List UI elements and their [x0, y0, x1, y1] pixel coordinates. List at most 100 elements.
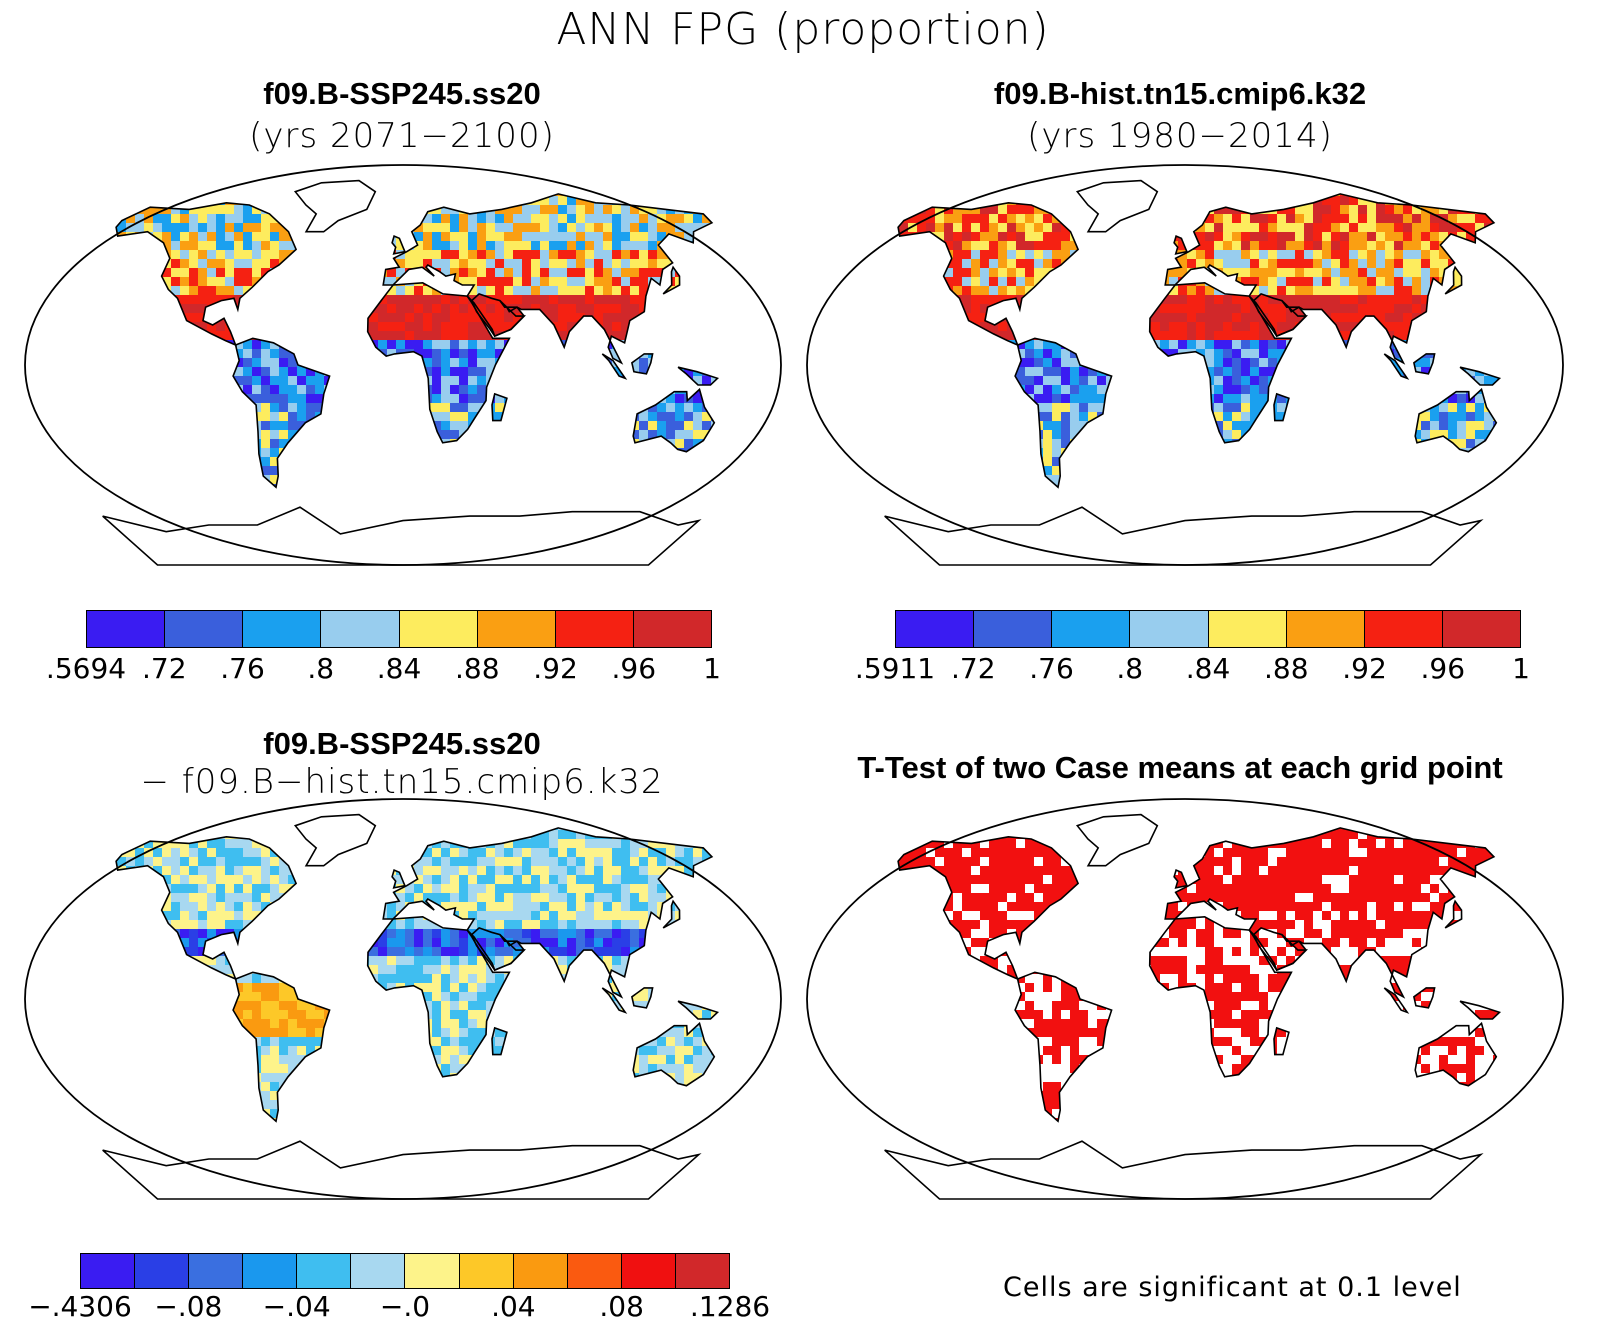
grid-cell [261, 412, 271, 422]
grid-cell [549, 205, 559, 215]
grid-cell [18, 430, 28, 440]
grid-cell [549, 358, 559, 368]
panel3-subtitle: − f09.B−hist.tn15.cmip6.k32 [140, 762, 664, 802]
grid-cell [747, 394, 757, 404]
grid-cell [854, 196, 864, 206]
grid-cell [639, 295, 649, 305]
grid-cell [774, 367, 784, 377]
grid-cell [171, 547, 181, 557]
grid-cell [630, 205, 640, 215]
grid-cell [908, 223, 918, 233]
grid-cell [783, 547, 793, 557]
grid-cell [765, 565, 775, 575]
grid-cell [369, 259, 379, 269]
grid-cell [1178, 259, 1188, 269]
grid-cell [522, 250, 532, 260]
grid-cell [603, 457, 613, 467]
grid-cell [621, 178, 631, 188]
grid-cell [396, 340, 406, 350]
grid-cell [342, 286, 352, 296]
grid-cell [54, 412, 64, 422]
grid-cell [594, 358, 604, 368]
grid-cell [234, 160, 244, 170]
grid-cell [783, 457, 793, 467]
grid-cell [845, 178, 855, 188]
grid-cell [1043, 232, 1053, 242]
grid-cell [135, 403, 145, 413]
grid-cell [675, 331, 685, 341]
grid-cell [405, 277, 415, 287]
grid-cell [558, 250, 568, 260]
grid-cell [45, 385, 55, 395]
grid-cell [99, 286, 109, 296]
grid-cell [1403, 169, 1413, 179]
grid-cell [630, 376, 640, 386]
grid-cell [1178, 223, 1188, 233]
grid-cell [72, 430, 82, 440]
grid-cell [1376, 232, 1386, 242]
grid-cell [738, 259, 748, 269]
grid-cell [1529, 187, 1539, 197]
grid-cell [800, 169, 810, 179]
grid-cell [845, 223, 855, 233]
grid-cell [36, 403, 46, 413]
grid-cell [531, 250, 541, 260]
grid-cell [396, 367, 406, 377]
grid-cell [1295, 178, 1305, 188]
grid-cell [747, 349, 757, 359]
grid-cell [324, 205, 334, 215]
grid-cell [333, 259, 343, 269]
grid-cell [971, 232, 981, 242]
grid-cell [189, 259, 199, 269]
grid-cell [432, 250, 442, 260]
grid-cell [72, 394, 82, 404]
grid-cell [387, 439, 397, 449]
grid-cell [369, 169, 379, 179]
grid-cell [693, 556, 703, 566]
grid-cell [369, 295, 379, 305]
grid-cell [432, 529, 442, 539]
grid-cell [477, 160, 487, 170]
grid-cell [135, 193, 145, 197]
grid-cell [459, 295, 469, 305]
grid-cell [666, 565, 676, 575]
grid-cell [378, 394, 388, 404]
grid-cell [477, 484, 487, 488]
grid-cell [225, 277, 235, 287]
grid-cell [324, 547, 334, 557]
grid-cell [549, 493, 559, 503]
grid-cell [81, 277, 91, 287]
grid-cell [360, 502, 370, 512]
grid-cell [369, 448, 379, 458]
grid-cell [90, 520, 100, 530]
grid-cell [198, 475, 208, 485]
grid-cell [72, 304, 82, 314]
grid-cell [504, 295, 514, 305]
grid-cell [522, 193, 532, 197]
grid-cell [351, 547, 361, 557]
grid-cell [765, 439, 775, 449]
grid-cell [162, 538, 172, 548]
grid-cell [135, 214, 145, 224]
grid-cell [630, 547, 640, 557]
grid-cell [108, 529, 118, 539]
grid-cell [171, 376, 181, 386]
grid-cell [180, 376, 190, 386]
grid-cell [459, 367, 469, 377]
grid-cell [1169, 193, 1179, 197]
grid-cell [342, 232, 352, 242]
grid-cell [1133, 193, 1143, 197]
grid-cell [774, 439, 784, 449]
grid-cell [144, 304, 154, 314]
grid-cell [863, 187, 873, 197]
grid-cell [342, 193, 352, 197]
grid-cell [648, 565, 658, 575]
grid-cell [117, 412, 127, 422]
grid-cell [513, 286, 523, 296]
grid-cell [711, 394, 718, 404]
grid-cell [1277, 196, 1287, 206]
grid-cell [513, 457, 523, 467]
grid-cell [135, 268, 145, 278]
grid-cell [1484, 196, 1494, 206]
grid-cell [288, 430, 298, 440]
